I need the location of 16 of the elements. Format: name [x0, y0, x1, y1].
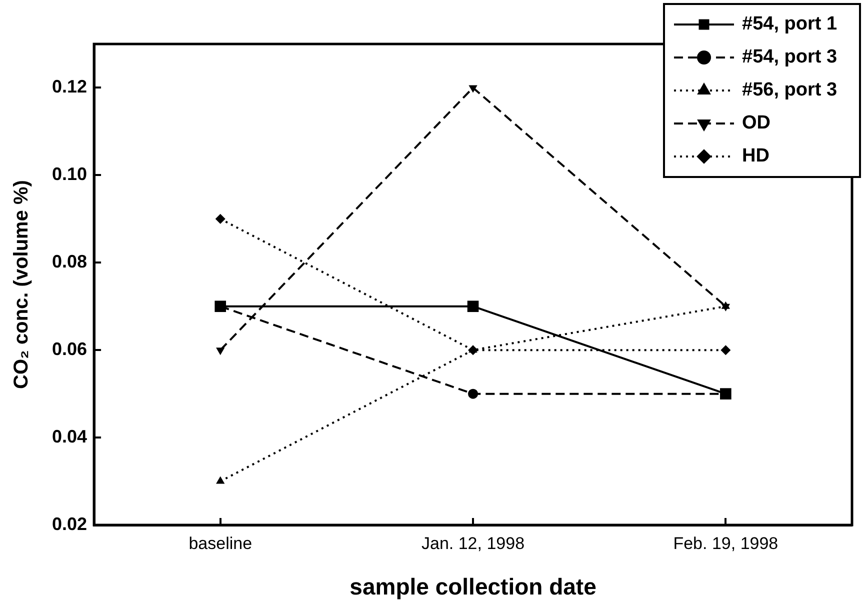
- x-tick-label: Feb. 19, 1998: [673, 534, 778, 553]
- y-axis-title: CO₂ conc. (volume %): [10, 180, 33, 389]
- y-tick-label: 0.12: [52, 76, 88, 97]
- legend-label: #54, port 3: [742, 46, 838, 68]
- x-tick-label: Jan. 12, 1998: [422, 534, 525, 553]
- legend-label: #56, port 3: [742, 80, 838, 101]
- y-tick-label: 0.10: [52, 164, 88, 184]
- x-axis-title: sample collection date: [350, 574, 596, 600]
- y-tick-label: 0.06: [52, 339, 88, 360]
- legend-label: HD: [742, 146, 770, 167]
- y-tick-label: 0.04: [52, 426, 88, 447]
- legend-label: OD: [742, 112, 770, 134]
- x-tick-label: baseline: [188, 534, 252, 553]
- y-tick-label: 0.08: [52, 252, 88, 272]
- y-tick-label: 0.02: [52, 514, 88, 534]
- legend-label: #54, port 1: [742, 14, 838, 35]
